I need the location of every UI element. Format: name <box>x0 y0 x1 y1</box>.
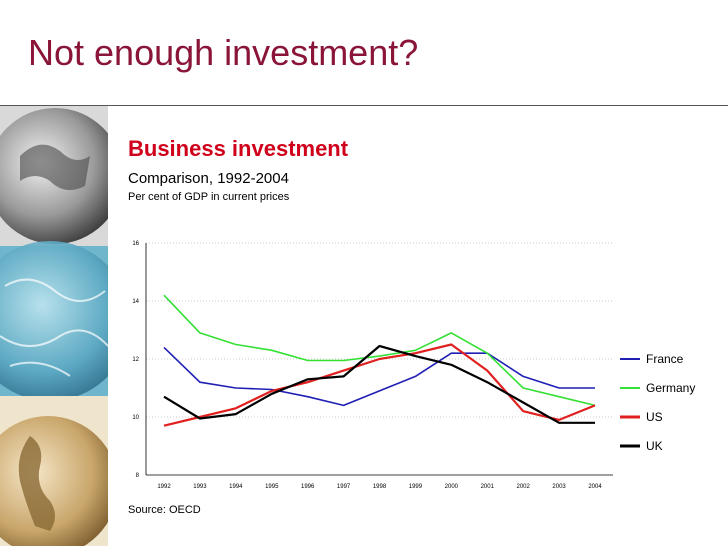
chart-subtitle: Comparison, 1992-2004 <box>128 170 289 187</box>
series-line-germany <box>163 294 596 407</box>
chart-panel: Business investment Comparison, 1992-200… <box>108 118 728 546</box>
legend-label-uk: UK <box>646 439 663 453</box>
y-tick-label: 16 <box>132 241 139 247</box>
x-tick-label: 1996 <box>301 484 315 490</box>
y-tick-label: 8 <box>136 473 140 479</box>
x-tick-label: 2001 <box>481 484 495 490</box>
x-tick-label: 2000 <box>445 484 459 490</box>
series-line-uk <box>163 344 595 424</box>
x-tick-label: 2004 <box>588 484 602 490</box>
slide-header: Not enough investment? <box>0 0 728 106</box>
slide-title: Not enough investment? <box>28 32 419 73</box>
chart-y-axis-label: Per cent of GDP in current prices <box>128 191 290 203</box>
y-tick-label: 10 <box>132 415 139 421</box>
globe-illustration <box>0 106 108 546</box>
legend-label-germany: Germany <box>646 381 695 395</box>
chart-title: Business investment <box>128 136 349 161</box>
x-tick-label: 2002 <box>516 484 530 490</box>
x-tick-label: 2003 <box>552 484 566 490</box>
x-tick-label: 1992 <box>157 484 171 490</box>
globe-decoration-strip <box>0 106 108 546</box>
legend-label-france: France <box>646 352 684 366</box>
series-line-france <box>163 346 595 407</box>
legend-label-us: US <box>646 410 663 424</box>
x-tick-label: 1994 <box>229 484 243 490</box>
series-line-us <box>163 343 596 427</box>
chart-source: Source: OECD <box>128 504 201 516</box>
x-tick-label: 1999 <box>409 484 423 490</box>
y-tick-label: 12 <box>132 357 139 363</box>
line-chart: 16 14 12 10 8 1992 1993 1994 1995 1996 1997 1998 199… <box>132 241 695 490</box>
x-tick-label: 1995 <box>265 484 279 490</box>
x-tick-label: 1998 <box>373 484 387 490</box>
y-tick-label: 14 <box>132 299 139 305</box>
x-tick-label: 1997 <box>337 484 351 490</box>
x-tick-label: 1993 <box>193 484 207 490</box>
